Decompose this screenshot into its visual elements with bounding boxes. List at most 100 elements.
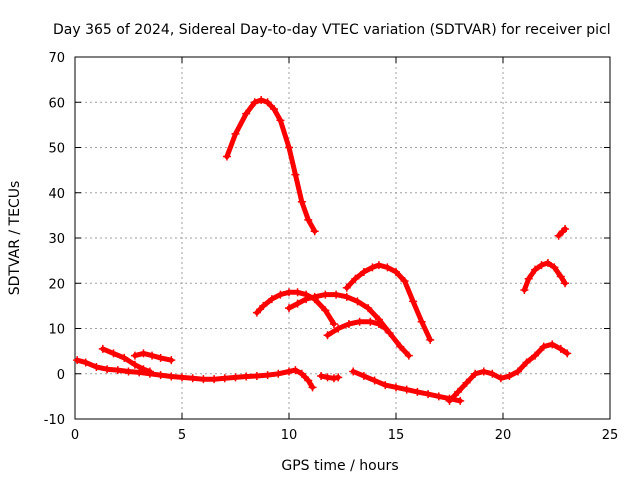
data-point (135, 368, 144, 377)
series-arc-b (252, 288, 338, 328)
data-point (98, 344, 107, 353)
data-point (550, 263, 559, 272)
data-point (381, 324, 390, 333)
data-series (73, 95, 572, 405)
data-point (456, 396, 465, 405)
data-point (426, 335, 435, 344)
x-axis-label: GPS time / hours (281, 458, 398, 474)
data-point (252, 372, 261, 381)
data-point (342, 283, 351, 292)
data-point (304, 215, 313, 224)
data-point (73, 356, 82, 365)
series-arc-k (349, 367, 465, 405)
data-point (103, 365, 112, 374)
data-point (400, 276, 409, 285)
data-point (496, 374, 505, 383)
data-point (334, 324, 343, 333)
x-tick-label: 10 (281, 428, 298, 443)
data-point (222, 152, 231, 161)
grid-lines (75, 57, 610, 419)
data-point (145, 369, 154, 378)
data-point (270, 105, 279, 114)
data-point (285, 304, 293, 313)
data-point (563, 349, 572, 358)
data-point (424, 390, 433, 399)
y-axis-label: SDTVAR / TECUs (7, 181, 23, 296)
data-point (332, 290, 341, 299)
data-point (242, 109, 251, 118)
data-point (92, 362, 101, 371)
data-point (323, 331, 332, 340)
data-point (488, 369, 497, 378)
data-point (302, 295, 311, 304)
data-point (543, 258, 552, 267)
data-point (368, 263, 377, 272)
data-point (524, 274, 533, 283)
data-point (210, 375, 219, 384)
data-point (381, 381, 390, 390)
y-tick-label: 0 (57, 368, 65, 383)
data-point (355, 317, 364, 326)
series-arc-a (222, 95, 319, 236)
data-point (417, 317, 426, 326)
data-point (522, 358, 531, 367)
data-point (561, 279, 570, 288)
series-line (224, 97, 318, 234)
data-point (130, 351, 139, 360)
y-tick-label: 20 (48, 277, 65, 292)
data-point (334, 373, 343, 382)
data-point (267, 295, 276, 304)
data-point (297, 197, 306, 206)
data-point (188, 374, 197, 383)
data-point (250, 98, 259, 107)
data-point (124, 367, 133, 376)
series-arc-g (554, 224, 570, 240)
data-point (349, 367, 358, 376)
data-point (366, 317, 375, 326)
data-point (353, 297, 362, 306)
series-line (447, 341, 570, 404)
data-point (413, 387, 422, 396)
data-point (554, 231, 563, 240)
data-point (285, 367, 293, 376)
data-point (402, 385, 411, 394)
data-point (342, 292, 351, 301)
series-arc-l (445, 340, 572, 405)
data-point (370, 376, 379, 385)
data-point (505, 372, 514, 381)
axis-ticks: 0 5 10 15 20 25 -10 0 10 20 30 40 50 60 70 (44, 51, 619, 443)
data-point (364, 304, 373, 313)
data-point (329, 319, 338, 328)
data-point (404, 351, 413, 360)
series-arc-j (317, 372, 343, 383)
data-point (120, 353, 129, 362)
data-point (479, 367, 488, 376)
series-line (521, 260, 568, 293)
data-point (113, 366, 122, 375)
data-point (276, 116, 285, 125)
data-point (252, 308, 261, 317)
series-arc-i (130, 349, 176, 365)
data-point (156, 353, 165, 362)
data-point (471, 369, 480, 378)
data-point (531, 351, 540, 360)
y-tick-label: -10 (44, 413, 65, 428)
series-line (556, 226, 568, 239)
data-point (285, 143, 293, 152)
data-point (396, 342, 405, 351)
y-tick-label: 50 (48, 142, 65, 157)
data-point (321, 290, 330, 299)
chart-title: Day 365 of 2024, Sidereal Day-to-day VTE… (53, 22, 611, 38)
data-point (285, 288, 293, 297)
data-point (167, 356, 176, 365)
data-point (310, 227, 319, 236)
x-tick-label: 20 (495, 428, 512, 443)
x-tick-label: 5 (178, 428, 186, 443)
data-point (454, 387, 463, 396)
y-tick-label: 30 (48, 232, 65, 247)
data-point (199, 375, 208, 384)
data-point (276, 290, 285, 299)
data-point (178, 373, 186, 382)
data-point (259, 301, 268, 310)
